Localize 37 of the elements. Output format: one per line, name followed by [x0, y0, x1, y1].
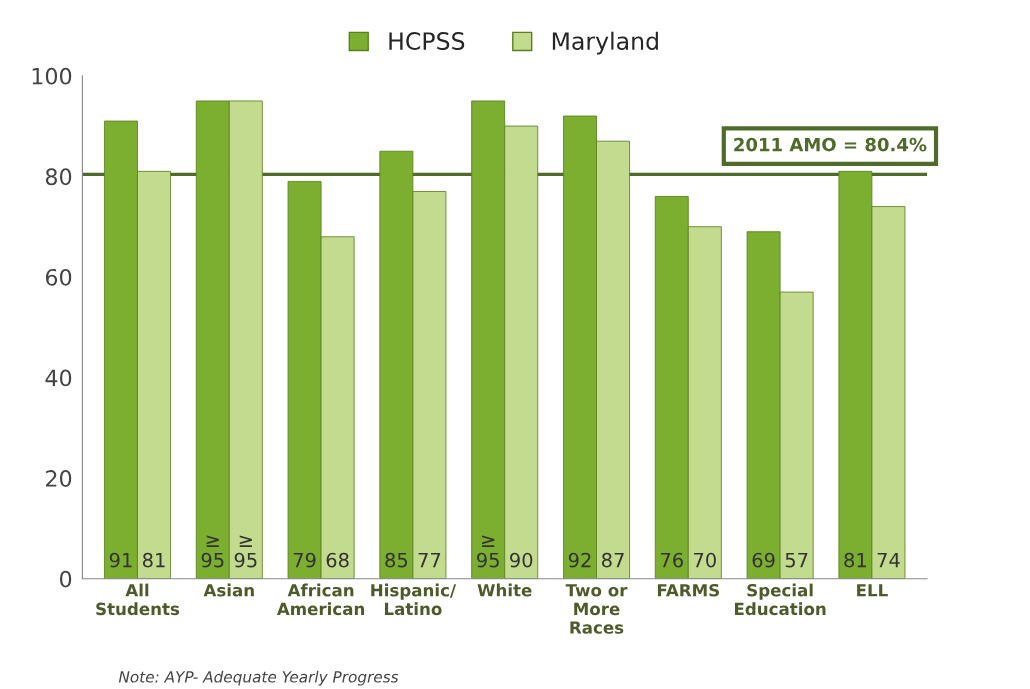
- data-label: ≥ 95: [477, 535, 499, 568]
- x-tick-label: African American: [276, 583, 365, 616]
- x-tick-label: White: [477, 583, 532, 597]
- data-label: 57: [785, 553, 808, 568]
- x-tick-label: Special Education: [734, 583, 826, 616]
- data-label: 85: [385, 552, 408, 568]
- data-label: ≥ 95: [201, 535, 224, 568]
- data-label: 91: [109, 552, 132, 568]
- data-label: 90: [510, 552, 533, 568]
- data-label: 74: [877, 553, 900, 568]
- data-label: 87: [601, 552, 624, 568]
- data-label: 68: [326, 552, 349, 568]
- y-tick-label: 80: [45, 168, 72, 186]
- data-label: 69: [752, 552, 775, 568]
- data-label: 92: [568, 552, 591, 568]
- data-label: 81: [844, 552, 866, 568]
- legend-label: HCPSS: [389, 32, 465, 50]
- x-tick-label: Asian: [203, 583, 254, 597]
- data-label: 81: [142, 552, 165, 568]
- text: Note: AYP- Adequate Yearly Progress: [118, 670, 399, 686]
- y-tick-label: 100: [32, 67, 72, 85]
- data-label: 70: [694, 552, 716, 568]
- y-tick-label: 60: [45, 268, 72, 286]
- data-label: 79: [293, 552, 316, 568]
- data-label: 77: [418, 553, 441, 568]
- x-tick-label: Two or More Races: [565, 584, 628, 634]
- y-tick-label: 20: [46, 470, 72, 487]
- data-label: ≥ 95: [234, 535, 257, 568]
- y-tick-label: 0: [60, 570, 72, 588]
- legend-label: Maryland: [552, 31, 658, 55]
- x-tick-label: ELL: [857, 584, 888, 597]
- x-tick-label: FARMS: [657, 583, 719, 597]
- x-tick-label: All Students: [96, 583, 180, 616]
- y-tick-label: 40: [45, 369, 72, 387]
- ref-line-label: 2011 AMO = 80.4%: [734, 137, 927, 152]
- x-tick-label: Hispanic/ Latino: [371, 583, 457, 616]
- data-label: 76: [661, 552, 683, 568]
